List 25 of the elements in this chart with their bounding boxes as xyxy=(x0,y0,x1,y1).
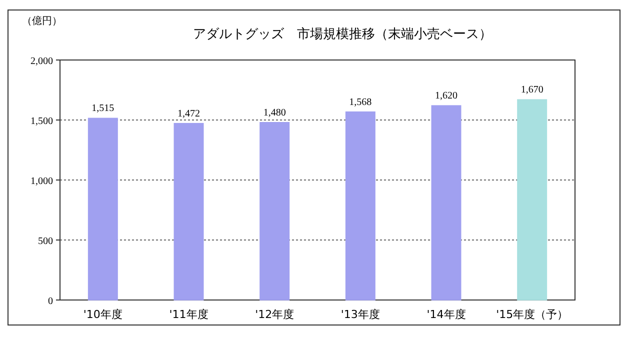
bar xyxy=(345,111,376,300)
y-tick-label: 0 xyxy=(48,296,53,307)
data-label: 1,480 xyxy=(263,107,286,118)
bar xyxy=(174,122,204,300)
x-tick-label: '10年度 xyxy=(83,308,122,321)
bar xyxy=(431,105,462,300)
x-tick-label: '11年度 xyxy=(169,308,208,321)
x-tick-label: '13年度 xyxy=(340,308,380,321)
bar xyxy=(260,122,290,300)
data-label: 1,568 xyxy=(349,96,372,108)
y-tick-label: 1,500 xyxy=(30,116,53,127)
data-label: 1,515 xyxy=(92,103,114,114)
bar xyxy=(517,99,548,300)
y-tick-label: 1,000 xyxy=(30,176,53,187)
x-tick-label: '15年度（予） xyxy=(496,308,568,321)
chart-title: アダルトグッズ 市場規模推移（末端小売ベース） xyxy=(193,27,492,42)
y-tick-label: 500 xyxy=(38,236,53,247)
bar xyxy=(88,118,118,300)
y-axis-title: （億円） xyxy=(22,15,62,27)
x-tick-label: '12年度 xyxy=(255,308,294,321)
data-label: 1,670 xyxy=(520,84,544,96)
data-label: 1,620 xyxy=(435,90,458,102)
x-tick-label: '14年度 xyxy=(426,308,466,321)
y-tick-label: 2,000 xyxy=(30,56,53,67)
data-label: 1,472 xyxy=(178,108,200,120)
